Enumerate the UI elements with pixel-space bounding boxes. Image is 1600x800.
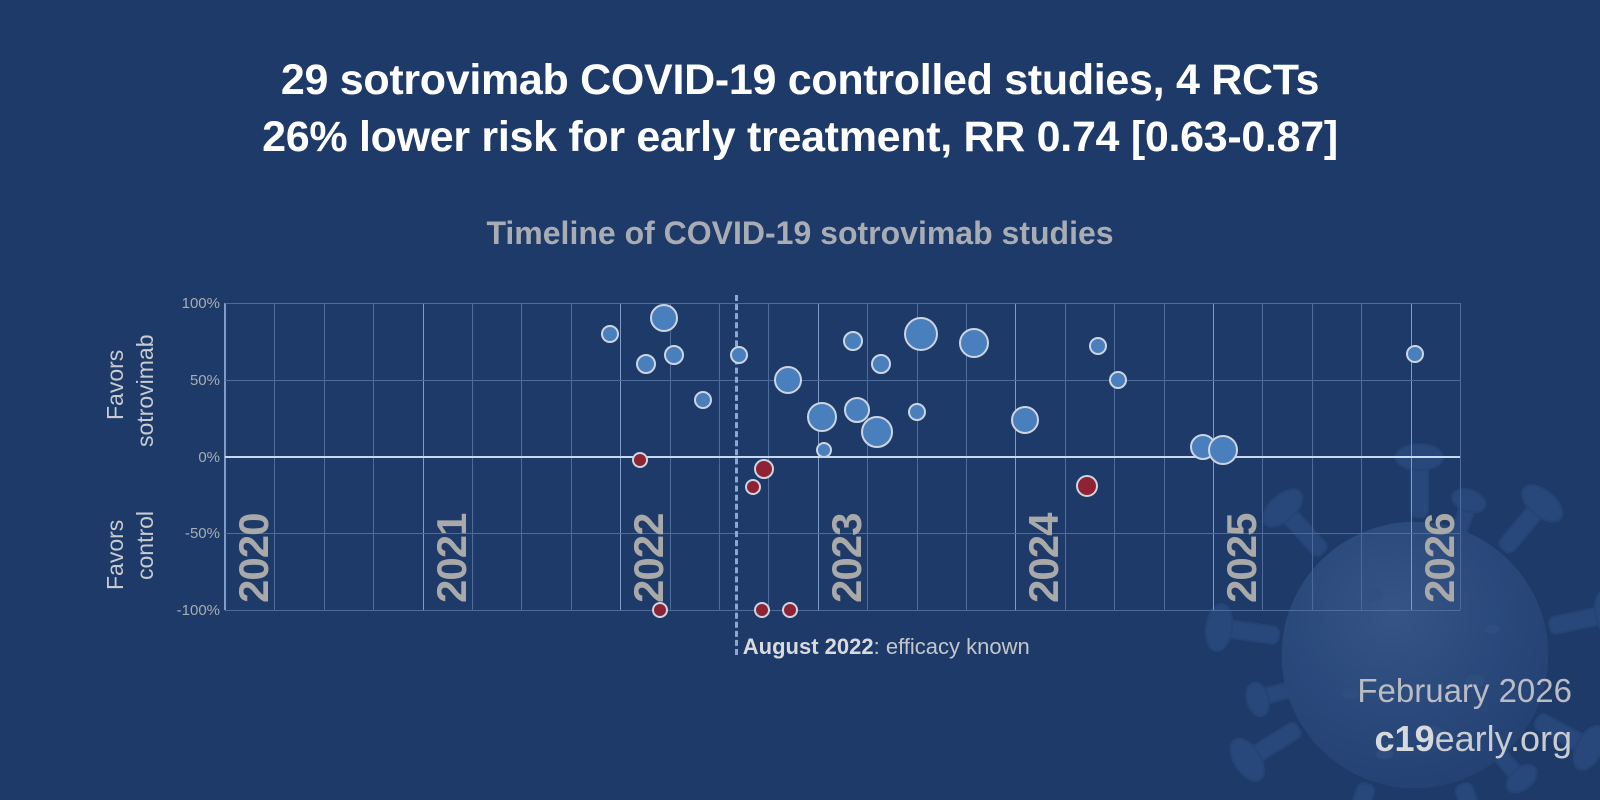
y-tick-label: -50%	[184, 525, 220, 543]
study-bubble[interactable]	[782, 602, 799, 618]
study-bubble[interactable]	[694, 390, 713, 409]
x-year-label: 2026	[1415, 513, 1463, 603]
timeline-scatter-chart: 100% 50% 0% -50% -100% 2020 2021 2022 2023 2024 2…	[177, 295, 1463, 655]
favors-sotrovimab-label-line2: sotrovimab	[132, 334, 158, 447]
study-bubble[interactable]	[1075, 474, 1098, 497]
study-bubble[interactable]	[815, 442, 832, 459]
footer-brand-rest: early.org	[1434, 718, 1572, 759]
gridline-horizontal	[225, 303, 1460, 304]
study-bubble[interactable]	[1109, 370, 1128, 389]
study-bubble[interactable]	[774, 365, 803, 394]
study-bubble[interactable]	[1089, 336, 1108, 355]
study-bubble[interactable]	[907, 402, 926, 421]
x-year-label: 2024	[1020, 513, 1068, 603]
zero-reference-line	[225, 455, 1460, 458]
study-bubble[interactable]	[744, 479, 761, 496]
title-block: 29 sotrovimab COVID-19 controlled studie…	[0, 52, 1600, 166]
efficacy-known-annotation-rest: : efficacy known	[873, 634, 1030, 659]
y-axis-line	[224, 303, 225, 610]
study-bubble[interactable]	[1405, 344, 1424, 363]
study-bubble[interactable]	[649, 304, 678, 333]
footer-brand-bold: c19	[1374, 718, 1435, 759]
study-bubble[interactable]	[729, 346, 748, 365]
gridline-horizontal	[225, 533, 1460, 535]
y-tick-label: 100%	[181, 295, 220, 312]
study-bubble[interactable]	[635, 354, 656, 375]
study-bubble[interactable]	[806, 401, 837, 432]
study-bubble[interactable]	[844, 397, 871, 424]
x-year-label: 2022	[625, 513, 673, 603]
efficacy-known-annotation: August 2022: efficacy known	[743, 634, 1030, 660]
efficacy-known-annotation-bold: August 2022	[742, 634, 874, 659]
study-bubble[interactable]	[754, 458, 775, 479]
study-bubble[interactable]	[663, 345, 684, 366]
gridline-quarter	[1460, 303, 1461, 610]
study-bubble[interactable]	[1011, 405, 1040, 434]
headline-line-1: 29 sotrovimab COVID-19 controlled studie…	[280, 56, 1320, 104]
y-tick-label: -100%	[176, 602, 220, 619]
efficacy-known-marker-line	[734, 295, 738, 655]
study-bubble[interactable]	[958, 327, 989, 358]
gridline-horizontal	[225, 610, 1460, 611]
study-bubble[interactable]	[651, 602, 668, 618]
footer-date: February 2026	[1357, 672, 1572, 709]
study-bubble[interactable]	[754, 602, 771, 618]
study-bubble[interactable]	[871, 354, 892, 375]
study-bubble[interactable]	[843, 331, 864, 352]
gridline-horizontal	[225, 379, 1460, 381]
study-bubble[interactable]	[601, 324, 620, 343]
headline-line-2: 26% lower risk for early treatment, RR 0…	[262, 113, 1338, 161]
study-bubble[interactable]	[861, 415, 894, 448]
favors-control-label-line2: control	[132, 510, 158, 580]
chart-subtitle: Timeline of COVID-19 sotrovimab studies	[486, 215, 1114, 251]
study-bubble[interactable]	[1207, 435, 1238, 466]
x-year-label: 2021	[427, 513, 475, 603]
x-year-label: 2020	[230, 513, 277, 603]
y-tick-label: 0%	[198, 448, 220, 466]
study-bubble[interactable]	[631, 451, 648, 468]
x-year-label: 2023	[822, 513, 870, 603]
y-tick-label: 50%	[189, 371, 220, 389]
footer-brand[interactable]: c19early.org	[1375, 718, 1572, 760]
study-bubble[interactable]	[903, 316, 938, 351]
x-year-label: 2025	[1218, 513, 1265, 603]
